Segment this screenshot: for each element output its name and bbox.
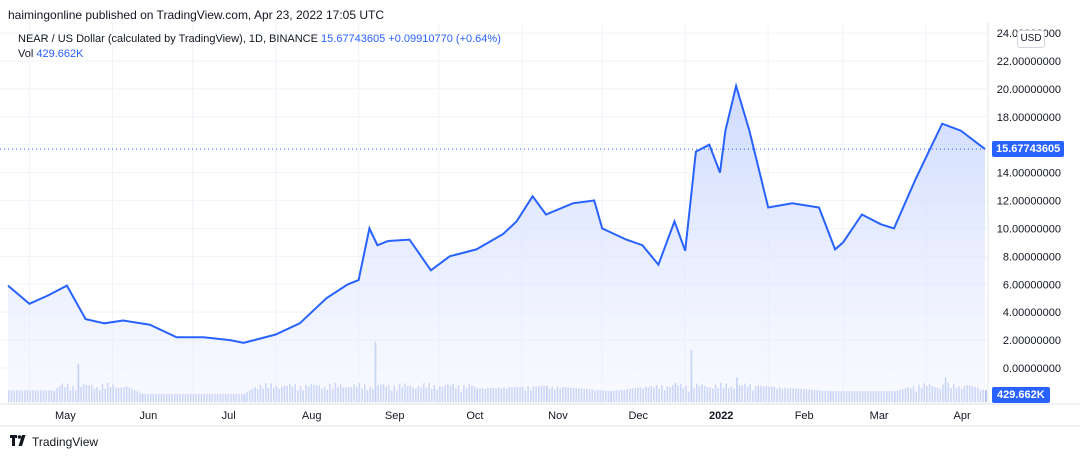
last-price-value: 15.67743605 [321,33,386,45]
y-tick-label: 12.00000000 [997,196,1061,208]
price-area [8,86,985,404]
x-tick-label: Mar [870,410,889,422]
y-tick-label: 22.00000000 [997,56,1061,68]
publish-info: haimingonline published on TradingView.c… [8,8,385,22]
volume-label: Vol [18,48,34,60]
y-tick-label: 0.00000000 [1003,363,1061,375]
y-tick-label: 14.00000000 [997,168,1061,180]
volume-value: 429.662K [36,48,84,60]
x-tick-label: Dec [628,410,648,422]
volume-badge: 429.662K [992,387,1050,403]
y-tick-label: 8.00000000 [1003,251,1061,263]
x-tick-label: May [55,410,76,422]
brand-name: TradingView [32,435,99,449]
price-axis[interactable]: 24.0000000022.0000000020.0000000018.0000… [997,28,1061,375]
y-tick-label: 20.00000000 [997,84,1061,96]
y-tick-label: 2.00000000 [1003,335,1061,347]
time-axis[interactable]: May Jun Jul Aug Sep Oct Nov Dec 2022 Feb Mar Apr [55,410,971,422]
volume-peak-bar [985,390,987,402]
y-tick-label: 4.00000000 [1003,307,1061,319]
y-tick-label: 6.00000000 [1003,279,1061,291]
x-tick-label: Jun [140,410,158,422]
x-tick-label: Nov [548,410,568,422]
currency-button[interactable]: USD [1017,30,1045,48]
price-line [7,82,986,344]
x-tick-label: Apr [954,410,971,422]
x-tick-label: 2022 [709,410,733,422]
y-tick-label: 10.00000000 [997,223,1061,235]
symbol-legend[interactable]: NEAR / US Dollar (calculated by TradingV… [18,33,501,45]
x-tick-label: Oct [466,410,483,422]
tradingview-mark-icon [10,435,28,449]
x-tick-label: Feb [795,410,814,422]
last-price-badge: 15.67743605 [992,141,1065,157]
volume-legend[interactable]: Vol 429.662K [18,48,83,60]
x-tick-label: Jul [222,410,236,422]
x-tick-label: Sep [385,410,405,422]
price-change-value: +0.09910770 (+0.64%) [388,33,501,45]
symbol-description: NEAR / US Dollar (calculated by TradingV… [18,33,318,45]
tradingview-logo[interactable]: TradingView [10,435,98,449]
x-tick-label: Aug [302,410,322,422]
y-tick-label: 18.00000000 [997,112,1061,124]
